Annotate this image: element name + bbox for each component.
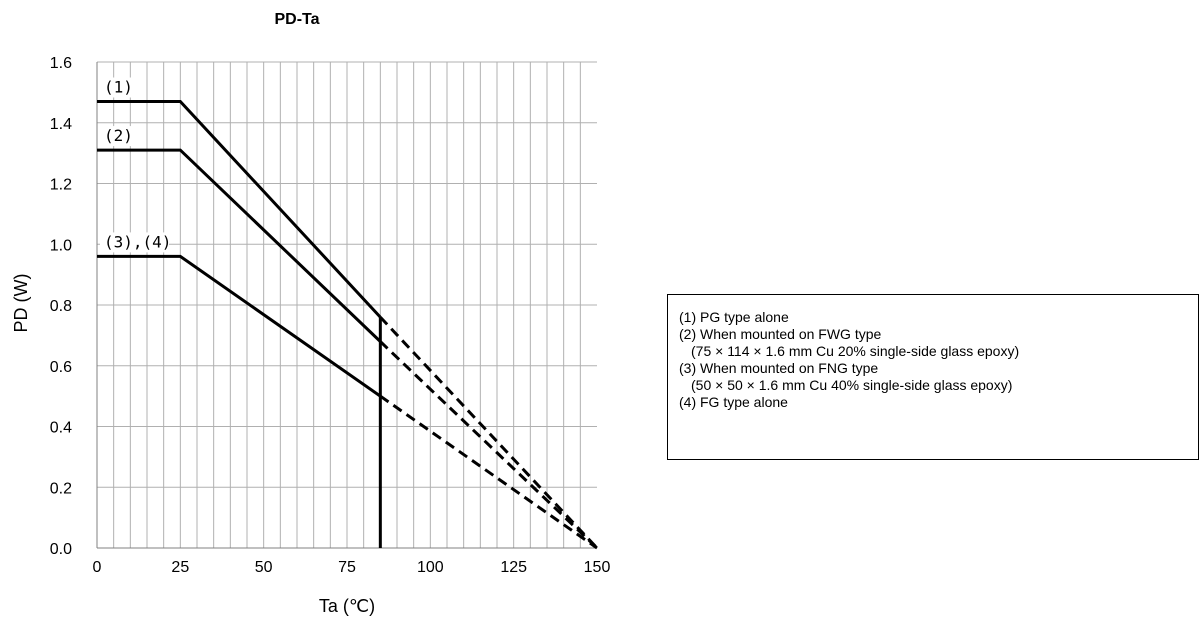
series-dash-3 <box>379 394 598 550</box>
y-tick-label: 0.0 <box>50 541 72 558</box>
series-label-3: (3),(4) <box>104 232 171 251</box>
series-label-1: (1) <box>104 77 133 96</box>
series-line-2 <box>97 148 382 343</box>
chart-title: PD-Ta <box>274 11 319 28</box>
x-tick-label: 150 <box>584 559 611 576</box>
legend-line-4: (3) When mounted on FNG type <box>679 360 879 376</box>
x-tick-label: 125 <box>500 559 527 576</box>
legend-line-5: (50 × 50 × 1.6 mm Cu 40% single-side gla… <box>691 377 1013 393</box>
legend-line-6: (4) FG type alone <box>679 394 788 410</box>
pd-ta-chart: PD-Ta 0 25 50 75 100 125 150 0.0 0.2 0.4 0.6 0.8 1.0… <box>11 11 611 616</box>
series-dash-2 <box>379 340 599 550</box>
y-tick-label: 0.2 <box>50 480 72 497</box>
series <box>97 100 599 550</box>
x-axis-label: Ta (℃) <box>319 596 375 616</box>
y-tick-label: 1.6 <box>50 55 72 72</box>
y-tick-label: 0.6 <box>50 359 72 376</box>
series-label-bg <box>100 77 133 98</box>
series-label-bg <box>100 232 169 253</box>
y-axis-label: PD (W) <box>11 274 31 333</box>
x-tick-label: 75 <box>338 559 356 576</box>
y-tick-label: 1.4 <box>50 116 72 133</box>
series-dash-1 <box>379 316 599 550</box>
legend-line-3: (75 × 114 × 1.6 mm Cu 20% single-side gl… <box>691 343 1020 359</box>
series-label-bg <box>100 126 133 147</box>
y-tick-label: 1.0 <box>50 237 72 254</box>
series-label-2: (2) <box>104 126 133 145</box>
series-line-3 <box>97 254 382 398</box>
y-tick-label: 0.4 <box>50 420 72 437</box>
y-tick-label: 1.2 <box>50 177 72 194</box>
x-tick-label: 25 <box>171 559 189 576</box>
series-labels: (1) (2) (3),(4) <box>100 77 171 253</box>
legend-box: (1) PG type alone (2) When mounted on FW… <box>667 294 1199 460</box>
legend-line-2: (2) When mounted on FWG type <box>679 326 882 342</box>
x-tick-label: 0 <box>93 559 102 576</box>
x-tick-label: 50 <box>255 559 273 576</box>
series-line-1 <box>97 100 382 319</box>
grid <box>97 61 597 548</box>
legend-line-1: (1) PG type alone <box>679 309 789 325</box>
x-tick-label: 100 <box>417 559 444 576</box>
axes: 0 25 50 75 100 125 150 0.0 0.2 0.4 0.6 0.8 1.0 1.2 1.4… <box>50 55 611 576</box>
y-tick-label: 0.8 <box>50 298 72 315</box>
